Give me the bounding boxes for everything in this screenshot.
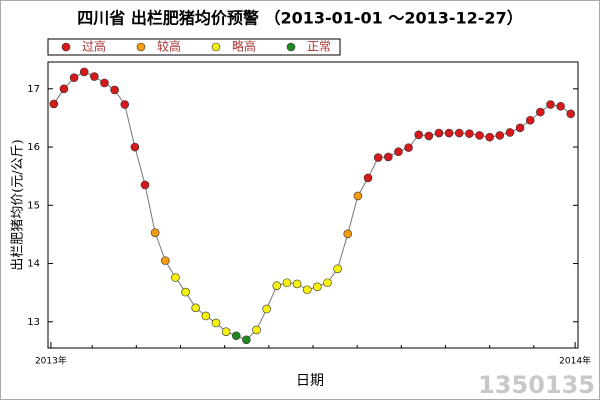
data-point [292,279,302,289]
data-point [150,228,160,237]
data-point [404,143,413,152]
data-point [171,273,180,282]
data-point [262,304,271,314]
data-point [201,311,211,321]
legend-label: 较高 [157,39,181,54]
data-point [79,67,89,77]
data-point [59,84,69,94]
data-point [454,128,464,138]
data-point [343,229,353,239]
data-point [414,130,424,140]
data-point [515,123,525,133]
data-point [465,129,474,138]
y-tick-label: 16 [27,142,40,153]
data-point [69,73,79,83]
x-axis-label: 日期 [296,373,324,389]
plot-area [47,61,579,349]
data-point [221,327,231,336]
data-point [424,131,434,141]
data-point [353,191,363,201]
data-point [475,131,484,140]
data-point [211,318,221,328]
data-point [485,132,494,142]
data-point [384,152,393,162]
y-tick-label: 13 [27,317,40,328]
x-tick-label: 2014年 [559,355,591,367]
data-point [546,100,555,109]
data-point [272,281,282,290]
data-point [373,153,383,162]
y-tick-label: 15 [27,200,40,211]
legend-box [47,38,341,56]
data-point [252,325,261,335]
y-tick-label: 17 [27,84,40,95]
data-point [323,278,332,288]
data-point [231,331,241,341]
legend-marker [136,42,146,52]
data-point [363,173,373,183]
data-point [313,282,322,292]
watermark: 1350135 [478,371,595,399]
data-point [495,131,505,140]
data-point [434,128,444,138]
data-point [140,180,150,190]
x-tick-label: 2013年 [35,355,67,367]
data-point [49,99,59,109]
data-point [181,287,190,297]
data-point [242,335,251,345]
legend-marker [61,42,71,52]
data-point [333,264,342,274]
data-point [90,72,99,81]
chart-title: 四川省 出栏肥猪均价预警 （2013-01-01 ～2013-12-27） [77,9,522,28]
data-point [566,109,576,119]
legend-label: 正常 [307,40,331,54]
data-point [120,100,130,109]
series-line [53,71,572,341]
data-point [302,285,312,295]
data-point [191,303,201,313]
data-point [394,147,403,157]
data-point [282,278,292,288]
data-point [130,142,140,152]
data-point [444,128,454,138]
legend-marker [211,42,221,52]
data-point [160,256,170,265]
legend-marker [286,42,296,52]
data-point [110,85,119,95]
data-point [505,128,515,137]
data-point [525,115,535,125]
data-point [536,107,545,117]
y-axis-label: 出栏肥猪均价(元/公斤) [11,139,26,271]
legend-label: 过高 [82,39,106,54]
data-point [556,101,565,111]
y-tick-label: 14 [27,259,40,270]
legend-label: 略高 [232,39,256,54]
data-point [100,78,109,88]
